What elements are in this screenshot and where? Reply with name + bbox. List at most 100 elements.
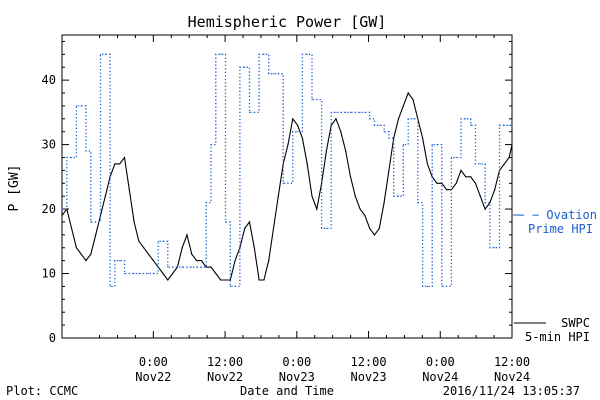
x-tick-date-label: Nov24 (422, 370, 458, 384)
ovation-point (215, 53, 217, 55)
swpc-point (287, 144, 289, 146)
swpc-point (508, 156, 510, 159)
swpc-point (470, 176, 472, 178)
ovation-point (191, 266, 193, 268)
swpc-point (258, 279, 260, 281)
legend-swpc-line1: SWPC (561, 316, 590, 330)
swpc-point (167, 279, 169, 281)
swpc-point (200, 260, 202, 262)
swpc-point (205, 266, 207, 268)
swpc-point (446, 189, 448, 191)
x-tick-date-label: Nov22 (207, 370, 243, 384)
swpc-point (90, 253, 92, 255)
ovation-point (484, 202, 486, 204)
ovation-point (248, 111, 251, 113)
ovation-point (489, 247, 491, 249)
ovation-point (511, 124, 513, 126)
swpc-point (484, 208, 486, 210)
x-tick-date-label: Nov24 (494, 370, 530, 384)
swpc-point (220, 279, 222, 281)
ovation-point (340, 111, 342, 113)
ovation-point (282, 182, 284, 184)
ovation-point (99, 53, 102, 55)
ovation-point (402, 144, 404, 146)
legend-ovation-line1: − − Ovation (518, 208, 597, 222)
ovation-point (292, 131, 294, 133)
ovation-point (128, 272, 130, 275)
ovation-point (133, 272, 135, 275)
y-tick-label: 0 (49, 331, 56, 345)
ovation-point (277, 73, 279, 75)
ovation-point (364, 111, 366, 113)
ovation-point (388, 137, 390, 139)
y-axis-label: P [GW] (7, 165, 22, 212)
ovation-point (66, 156, 68, 159)
ovation-point (316, 98, 318, 101)
ovation-point (109, 285, 111, 287)
swpc-point (426, 163, 428, 165)
ovation-point (114, 260, 116, 262)
ovation-point (369, 118, 371, 120)
swpc-point (373, 234, 376, 236)
ovation-point (436, 144, 438, 146)
swpc-point (114, 163, 116, 165)
swpc-point (85, 260, 87, 262)
swpc-point (292, 118, 294, 120)
ovation-point (244, 66, 246, 68)
swpc-point (239, 247, 241, 249)
swpc-point (349, 176, 352, 178)
swpc-point (301, 137, 303, 139)
swpc-point (147, 253, 150, 255)
ovation-point (196, 266, 198, 268)
swpc-point (378, 227, 380, 229)
plot-frame (61, 34, 513, 339)
ovation-point (138, 272, 140, 275)
ovation-point (104, 53, 106, 55)
ovation-point (61, 208, 63, 210)
y-tick-label: 30 (42, 138, 56, 152)
ovation-point (446, 285, 448, 287)
y-axis-ticks: 0 10 20 30 40 (42, 40, 512, 345)
swpc-point (99, 214, 102, 217)
ovation-point (335, 111, 337, 113)
swpc-point (263, 279, 265, 281)
swpc-point (345, 150, 347, 152)
swpc-point (123, 156, 126, 159)
ovation-point (234, 285, 236, 287)
x-axis-ticks: 0:00Nov2212:00Nov220:00Nov2312:00Nov230:… (99, 35, 530, 384)
ovation-point (229, 285, 231, 287)
swpc-point (234, 260, 236, 262)
swpc-point (253, 247, 255, 249)
swpc-point (128, 189, 130, 191)
swpc-point (325, 150, 327, 152)
swpc-point (272, 227, 275, 229)
ovation-point (441, 285, 443, 287)
swpc-point (210, 266, 212, 268)
ovation-point (508, 124, 510, 126)
swpc-point (143, 247, 145, 249)
swpc-point (383, 202, 385, 204)
swpc-point (297, 124, 299, 126)
ovation-point (95, 221, 97, 223)
swpc-point (186, 234, 188, 236)
ovation-point (119, 260, 121, 262)
ovation-point (407, 118, 409, 120)
ovation-point (80, 105, 82, 107)
swpc-point (511, 144, 513, 146)
ovation-point (287, 182, 289, 184)
ovation-point (378, 124, 380, 126)
swpc-point (104, 195, 106, 197)
ovation-point (393, 195, 395, 197)
ovation-point (263, 53, 265, 55)
ovation-point (417, 202, 419, 204)
ovation-point (210, 144, 212, 146)
x-tick-date-label: Nov23 (350, 370, 386, 384)
x-tick-time-label: 0:00 (426, 355, 455, 369)
ovation-point (412, 118, 414, 120)
swpc-point (181, 247, 183, 249)
swpc-point (354, 195, 356, 197)
series-layer (61, 53, 513, 288)
swpc-point (359, 208, 361, 210)
ovation-point (272, 73, 275, 75)
swpc-point (335, 118, 337, 120)
